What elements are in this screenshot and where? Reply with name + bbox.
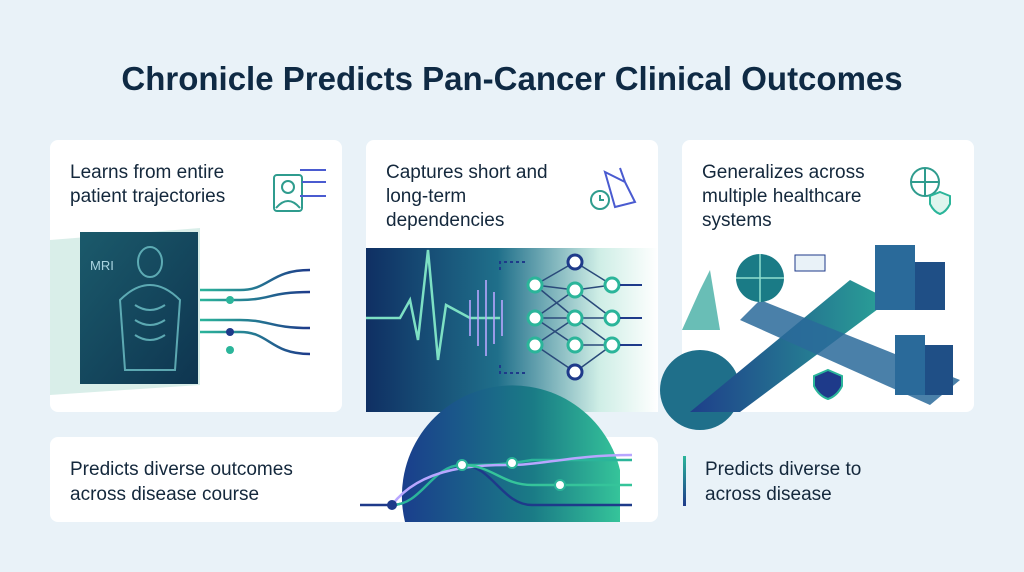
card: Predicts diverse outcomes across disease…: [50, 385, 658, 522]
card-text: multiple healthcare: [702, 186, 861, 207]
waveform: [366, 249, 500, 361]
trajectory-nodes: [387, 457, 566, 510]
dome: [401, 385, 620, 522]
card: Captures short and long-term dependencie…: [366, 140, 658, 412]
icon: [590, 167, 637, 210]
network-nodes: [526, 253, 621, 381]
body: [118, 246, 182, 371]
accent-bar: [683, 456, 686, 506]
arrows: [200, 268, 311, 356]
nodes: [226, 296, 234, 354]
spectrum: [469, 280, 503, 356]
title: Chronicle Predicts Pan-Cancer Clinical O…: [121, 60, 902, 97]
card-text: Generalizes across: [702, 162, 865, 183]
card: Generalizes across multiple healthcare s…: [660, 140, 974, 430]
card-text: dependencies: [386, 210, 504, 231]
card-text: Captures short and: [386, 162, 548, 183]
side-text: Predicts diverse to: [705, 459, 861, 480]
card-text: systems: [702, 210, 772, 231]
wave-panel: [366, 248, 658, 412]
icon: [910, 167, 951, 216]
card-text: across disease course: [70, 484, 259, 505]
image-label: MRI: [90, 258, 114, 273]
card-text: Learns from entire: [70, 162, 224, 183]
road: [690, 280, 890, 412]
card-text: Predicts diverse outcomes: [70, 459, 293, 480]
card-text: patient trajectories: [70, 186, 225, 207]
icon: [273, 169, 326, 212]
building: [875, 245, 953, 395]
arrows: [499, 261, 642, 374]
card-text: long-term: [386, 186, 466, 207]
shield: [813, 368, 843, 401]
card: Learns from entire patient trajectories …: [50, 140, 342, 412]
side-text: across disease: [705, 484, 832, 505]
network: [534, 261, 613, 373]
